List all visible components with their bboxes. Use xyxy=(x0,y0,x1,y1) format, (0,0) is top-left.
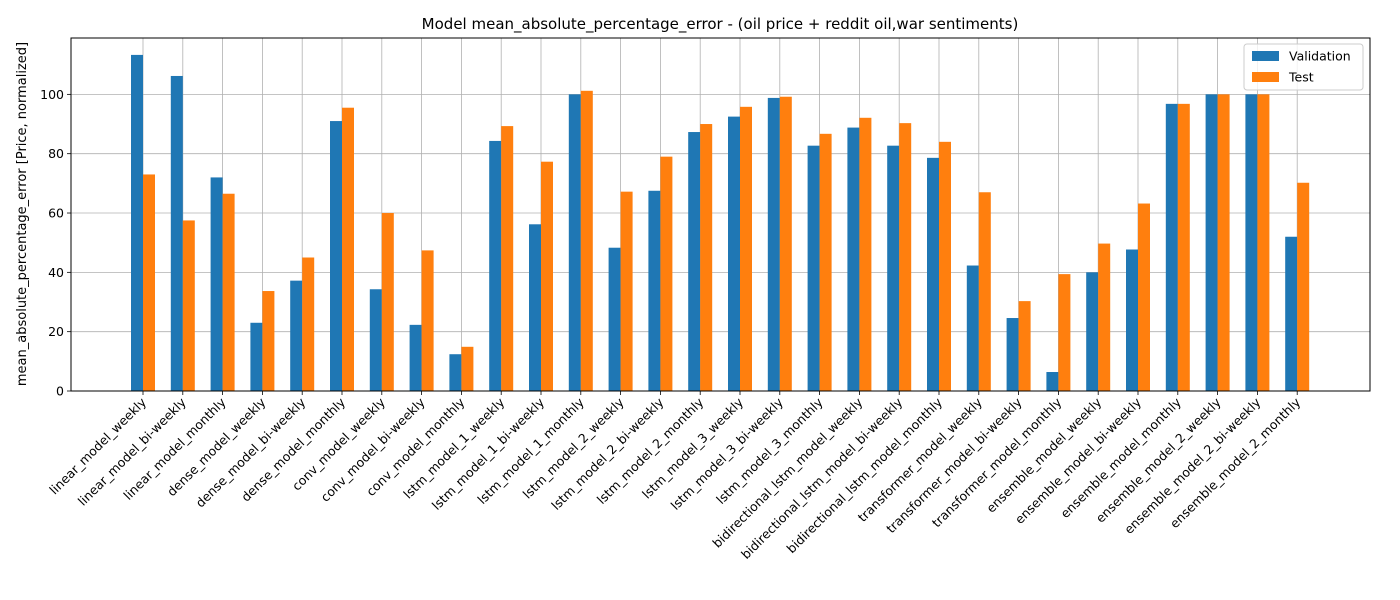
bar-test xyxy=(1138,203,1150,391)
bar-validation xyxy=(1046,372,1059,391)
bar-validation xyxy=(131,54,143,392)
bar-validation xyxy=(1245,94,1258,392)
bar-test xyxy=(819,133,832,392)
bar-validation xyxy=(1086,272,1099,391)
bar-validation xyxy=(330,121,342,391)
bar-validation xyxy=(170,75,183,391)
bar-test xyxy=(143,174,155,391)
bar-test xyxy=(501,126,514,391)
y-tick-label: 80 xyxy=(48,146,64,161)
bar-test xyxy=(939,141,951,391)
bar-test xyxy=(421,250,434,391)
plot-frame xyxy=(70,37,1371,392)
bar-test xyxy=(541,161,553,391)
legend: Validation Test xyxy=(1243,43,1364,91)
bar-test xyxy=(381,213,394,391)
bar-test xyxy=(1217,94,1230,392)
bar-test xyxy=(859,117,872,391)
bar-validation xyxy=(1006,318,1019,391)
x-axis-ticks: linear_model_weeklylinear_model_bi-weekl… xyxy=(46,391,1304,562)
y-axis-label: mean_absolute_percentage_error [Price, n… xyxy=(15,42,30,386)
bar-test xyxy=(461,346,474,391)
bar-test xyxy=(262,291,275,391)
legend-label-test: Test xyxy=(1288,70,1314,85)
bar-test xyxy=(1098,243,1111,391)
y-tick-label: 0 xyxy=(56,384,64,399)
bar-test xyxy=(660,156,673,391)
bar-test xyxy=(580,90,593,391)
bar-test xyxy=(700,124,713,391)
bar-test xyxy=(978,192,991,391)
bar-test xyxy=(302,257,315,391)
legend-label-validation: Validation xyxy=(1289,49,1351,64)
bar-validation xyxy=(1165,103,1178,391)
legend-swatch-validation xyxy=(1252,51,1279,61)
bar-test xyxy=(342,107,354,391)
bar-test xyxy=(899,123,912,392)
bar-validation xyxy=(489,140,502,391)
bar-test xyxy=(1297,182,1310,391)
y-tick-label: 40 xyxy=(48,265,64,280)
bar-validation xyxy=(608,247,621,391)
bar-test xyxy=(740,106,752,392)
y-tick-label: 100 xyxy=(40,87,64,102)
bar-validation xyxy=(847,127,860,392)
bar-validation xyxy=(449,354,462,391)
bar-validation xyxy=(210,177,223,391)
legend-swatch-test xyxy=(1252,72,1279,82)
bar-test xyxy=(1058,274,1071,391)
bar-validation xyxy=(1285,236,1298,391)
bar-validation xyxy=(568,94,581,392)
y-tick-label: 60 xyxy=(48,206,64,221)
y-axis-ticks: 0 20 40 60 80 100 xyxy=(40,87,71,399)
bar-test xyxy=(779,96,792,392)
bar-test xyxy=(1177,103,1190,391)
bar-validation xyxy=(807,145,820,391)
bar-validation xyxy=(250,322,263,391)
bar-validation xyxy=(409,324,422,391)
bar-validation xyxy=(1126,249,1138,391)
bar-validation xyxy=(290,280,303,391)
bar-test xyxy=(222,193,235,391)
bar-validation xyxy=(966,265,979,391)
bar-test xyxy=(1018,301,1031,391)
bar-validation xyxy=(887,145,900,391)
bar-test xyxy=(1257,94,1270,392)
bar-validation xyxy=(927,157,939,391)
bar-validation xyxy=(767,97,780,391)
y-tick-label: 20 xyxy=(48,324,64,339)
bar-validation xyxy=(529,224,541,391)
bar-validation xyxy=(369,289,382,391)
bars xyxy=(131,54,1310,392)
chart-title: Model mean_absolute_percentage_error - (… xyxy=(422,15,1019,34)
bar-test xyxy=(620,191,633,391)
bar-validation xyxy=(728,116,740,391)
bar-validation xyxy=(1205,94,1218,392)
bar-validation xyxy=(648,190,661,391)
bar-validation xyxy=(688,132,701,391)
bar-test xyxy=(182,220,195,391)
